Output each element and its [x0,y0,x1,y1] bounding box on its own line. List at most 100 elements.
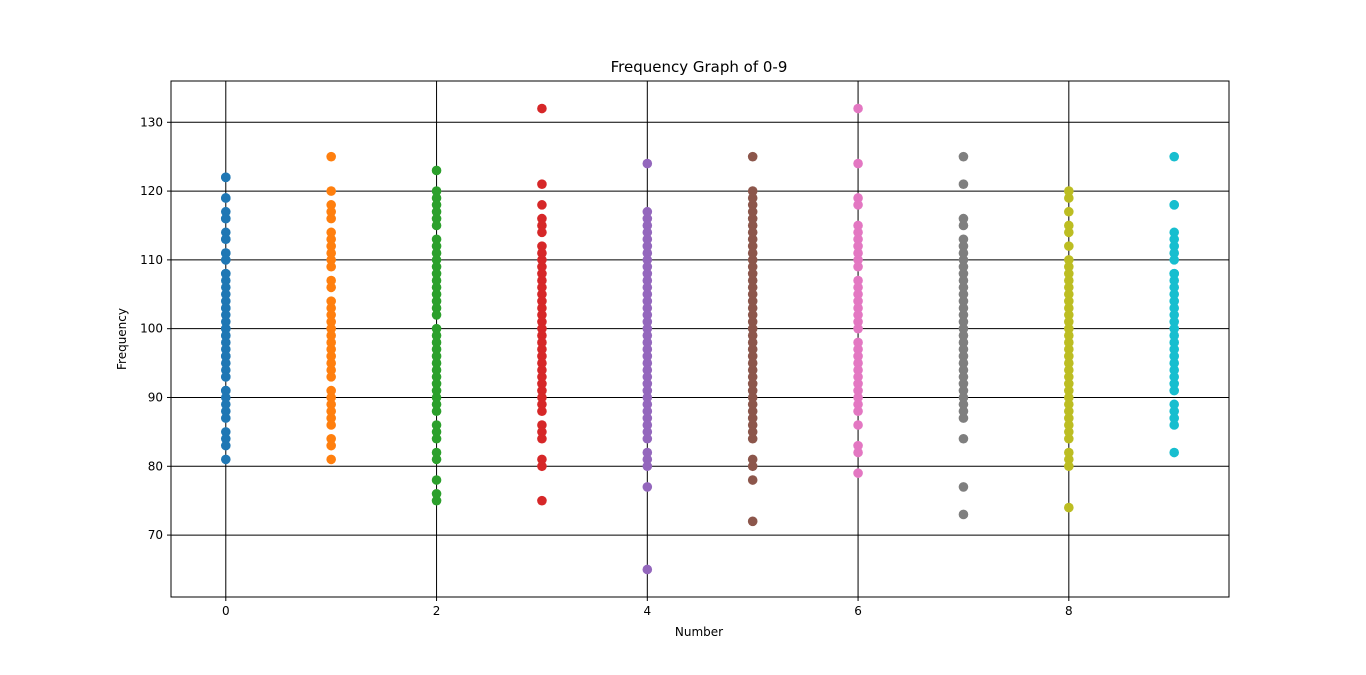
data-point [1169,447,1180,458]
data-point [537,282,547,293]
data-point [326,296,336,306]
data-point [958,433,969,444]
data-point [537,261,547,272]
data-point [326,372,336,382]
data-point [537,289,547,300]
data-point [853,468,863,478]
data-point [958,330,969,341]
y-tick-label: 100 [140,322,163,336]
data-point [1169,289,1180,300]
x-tick-label: 8 [1065,604,1073,618]
data-point [431,392,442,403]
data-point [431,282,442,293]
data-point [326,454,336,465]
data-point [642,261,653,272]
data-point [1064,261,1074,272]
data-point [1169,372,1180,382]
data-point [642,420,653,430]
data-point [537,220,547,231]
data-point [326,399,336,410]
data-point [747,365,758,375]
data-point [853,358,863,368]
data-point [220,330,231,341]
data-point [537,420,547,430]
data-point [747,344,758,355]
data-point [326,406,336,417]
data-point [642,351,653,362]
data-point [220,296,231,306]
data-point [326,358,336,368]
data-point [220,227,231,238]
data-point [642,372,653,382]
data-point [431,385,442,396]
data-point [537,241,547,251]
data-point [1169,200,1180,210]
data-point [747,454,758,465]
data-point [958,179,969,189]
data-point [1064,255,1074,265]
data-point [431,489,442,499]
data-point [747,406,758,417]
data-point [642,282,653,293]
data-point [958,351,969,362]
data-point [1169,420,1180,430]
data-point [642,330,653,341]
data-point [431,193,442,203]
data-point [853,282,863,293]
data-point [537,213,547,224]
data-point [1064,413,1074,423]
data-point [326,200,336,210]
data-point [853,103,863,114]
data-point [1169,241,1180,251]
data-point [431,220,442,231]
data-point [642,275,653,286]
data-point [431,495,442,506]
data-point [747,330,758,341]
data-point [220,365,231,375]
data-point [1064,365,1074,375]
data-point [220,351,231,362]
data-point [220,413,231,423]
data-point [1064,193,1074,203]
data-point [853,241,863,251]
data-point [220,433,231,444]
data-point [1169,344,1180,355]
data-point [853,193,863,203]
data-point [431,399,442,410]
y-tick-label: 90 [148,390,163,404]
data-point [747,268,758,279]
data-point [747,427,758,437]
data-point [1064,337,1074,348]
data-point [747,392,758,403]
data-point [220,234,231,245]
data-point [1169,406,1180,417]
data-point [537,427,547,437]
data-point [747,220,758,231]
data-point [431,330,442,341]
data-point [220,399,231,410]
data-point [537,344,547,355]
data-point [853,385,863,396]
data-point [537,454,547,465]
data-point [537,337,547,348]
data-point [537,296,547,306]
data-point [431,372,442,382]
data-point [747,378,758,389]
x-tick-label: 0 [222,604,230,618]
data-point [642,406,653,417]
data-point [537,351,547,362]
data-point [747,399,758,410]
data-point [1169,385,1180,396]
data-point [1064,227,1074,238]
data-point [1064,427,1074,437]
data-point [958,220,969,231]
x-tick-label: 4 [643,604,651,618]
data-point [326,344,336,355]
data-point [958,289,969,300]
data-point [642,564,653,575]
data-point [537,358,547,368]
data-point [642,317,653,327]
data-point [747,516,758,527]
data-point [853,303,863,313]
